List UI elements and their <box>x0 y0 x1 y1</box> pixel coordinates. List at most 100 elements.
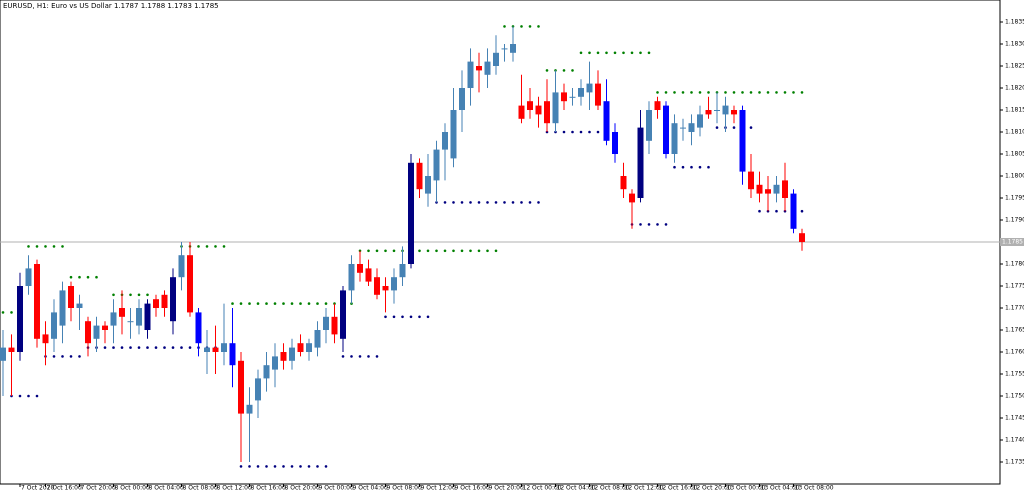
x-tick-label: 9 Oct 00:00 <box>319 485 354 492</box>
x-tick-label: 7 Oct 20:00 <box>81 485 116 492</box>
level-dot <box>231 302 234 305</box>
candle-body <box>680 127 686 129</box>
y-tick-label: 1.1780 <box>1005 261 1024 268</box>
y-tick-label: 1.1775 <box>1005 283 1024 290</box>
level-dot <box>588 130 591 134</box>
x-tick-label: 7 Oct 16:00 <box>47 485 82 492</box>
y-tick-label: 1.1745 <box>1005 415 1024 422</box>
x-tick-label: 9 Oct 16:00 <box>455 485 490 492</box>
level-dot <box>282 465 285 468</box>
candle-body <box>637 127 644 198</box>
candle-body <box>161 294 168 308</box>
level-dot <box>418 249 421 253</box>
candle-body <box>93 325 100 339</box>
level-dot <box>265 465 268 468</box>
candle-body <box>102 325 108 330</box>
candle-body <box>493 52 499 66</box>
level-dot <box>613 51 617 55</box>
candle-body <box>629 193 635 203</box>
y-tick-label: 1.1750 <box>1005 393 1024 400</box>
x-tick-label: 9 Oct 12:00 <box>421 485 456 492</box>
level-dot <box>724 91 727 94</box>
level-dot <box>715 91 719 94</box>
level-dot <box>86 275 90 279</box>
candle-body <box>178 255 185 278</box>
candle-body <box>144 303 151 330</box>
level-dot <box>35 394 39 398</box>
level-dot <box>222 245 226 248</box>
level-dot <box>324 465 328 468</box>
level-dot <box>545 69 549 72</box>
candle-body <box>467 61 474 88</box>
level-dot <box>1 311 5 314</box>
level-dot <box>435 249 438 253</box>
level-dot <box>418 315 421 319</box>
level-dot <box>664 223 668 226</box>
x-tick-label: 8 Oct 08:00 <box>183 485 218 492</box>
y-tick-label: 1.1820 <box>1005 85 1024 92</box>
x-tick-label: 12 Oct 08:00 <box>591 485 630 492</box>
level-dot <box>112 346 115 349</box>
level-dot <box>647 223 651 226</box>
candle-body <box>25 268 32 286</box>
candle-body <box>697 114 703 128</box>
candle-body <box>195 312 202 344</box>
level-dot <box>248 465 251 468</box>
candle-body <box>110 312 117 326</box>
candle-body <box>476 66 482 71</box>
candle-body <box>306 343 312 352</box>
level-dot <box>554 69 557 72</box>
level-dot <box>61 355 64 358</box>
candle-body <box>722 105 729 115</box>
candle-body <box>221 343 227 352</box>
candle-body <box>204 347 210 352</box>
level-dot <box>460 201 464 204</box>
level-dot <box>622 51 625 55</box>
candle-body <box>552 92 559 124</box>
candle-body <box>255 378 261 401</box>
candle-body <box>654 101 661 110</box>
level-dot <box>18 394 22 398</box>
level-dot <box>384 249 387 253</box>
x-tick-label: 8 Oct 20:00 <box>285 485 320 492</box>
level-dot <box>27 394 30 398</box>
candle-body <box>238 360 244 414</box>
y-tick-label: 1.1755 <box>1005 371 1024 378</box>
candle-body <box>561 92 567 102</box>
candle-body <box>59 290 66 326</box>
candle-body <box>297 343 304 352</box>
candle-body <box>170 277 176 322</box>
level-dot <box>197 245 200 248</box>
y-tick-label: 1.1810 <box>1005 129 1024 136</box>
level-dot <box>630 51 634 55</box>
level-dot <box>214 245 217 248</box>
last-price-label: 1.1785 <box>1002 239 1023 246</box>
candle-body <box>34 264 40 339</box>
level-dot <box>239 302 243 305</box>
level-dot <box>239 465 243 468</box>
y-tick-label: 1.1835 <box>1005 19 1024 26</box>
level-dot <box>78 275 81 279</box>
level-dot <box>350 355 353 358</box>
level-dot <box>120 346 124 349</box>
candle-body <box>391 277 397 291</box>
candle-body <box>688 123 695 132</box>
level-dot <box>562 130 566 134</box>
candle-body <box>586 83 593 93</box>
level-dot <box>460 249 464 253</box>
level-dot <box>299 302 302 305</box>
candle-body <box>314 330 321 348</box>
candle-body <box>748 171 754 190</box>
candle-body <box>357 264 363 273</box>
candle-body <box>433 149 440 181</box>
x-tick-label: 7 Oct 2020 <box>21 485 54 492</box>
level-dot <box>27 245 30 248</box>
level-dot <box>639 51 642 55</box>
level-dot <box>673 91 676 94</box>
level-dot <box>273 465 277 468</box>
level-dot <box>426 315 430 319</box>
level-dot <box>367 249 370 253</box>
x-tick-label: 12 Oct 20:00 <box>693 485 732 492</box>
candle-body <box>289 347 295 361</box>
